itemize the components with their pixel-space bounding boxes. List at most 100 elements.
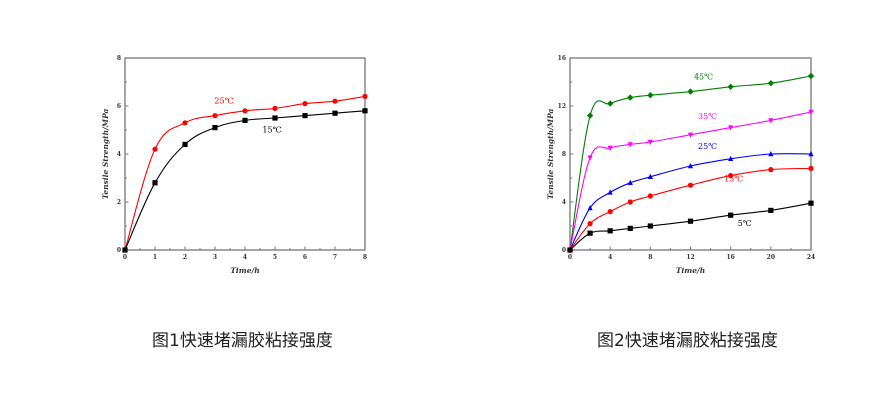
data-point-marker — [332, 110, 338, 116]
data-point-marker — [808, 165, 814, 171]
data-point-marker — [567, 247, 573, 253]
data-point-marker — [332, 98, 338, 104]
y-tick-label: 4 — [117, 151, 121, 158]
data-point-marker — [647, 173, 653, 179]
y-tick-label: 4 — [562, 199, 566, 206]
x-tick-label: 7 — [333, 254, 337, 261]
data-point-marker — [152, 146, 158, 152]
data-point-marker — [152, 180, 158, 186]
series-25c: 25℃ — [122, 93, 368, 253]
data-point-marker — [627, 225, 633, 231]
x-tick-label: 4 — [243, 254, 247, 261]
data-point-marker — [242, 117, 248, 123]
series-label: 15℃ — [262, 125, 281, 134]
series-fit-line — [569, 167, 812, 251]
data-point-marker — [587, 205, 593, 211]
data-point-marker — [587, 230, 593, 236]
data-point-marker — [627, 179, 633, 185]
data-point-marker — [728, 173, 734, 179]
y-tick-label: 8 — [117, 55, 121, 62]
data-point-marker — [606, 100, 614, 107]
x-tick-label: 6 — [303, 254, 307, 261]
data-point-marker — [727, 83, 734, 90]
data-point-marker — [362, 108, 368, 114]
data-point-marker — [768, 151, 774, 157]
x-tick-label: 16 — [726, 254, 734, 261]
y-tick-label: 8 — [562, 151, 566, 158]
data-point-marker — [808, 200, 814, 206]
data-point-marker — [808, 109, 814, 115]
data-point-marker — [182, 120, 188, 126]
figure-2-caption: 图2快速堵漏胶粘接强度 — [597, 331, 778, 351]
series-label: 25℃ — [698, 142, 717, 151]
data-point-marker — [302, 113, 308, 119]
data-point-marker — [242, 108, 248, 114]
data-point-marker — [728, 212, 734, 218]
data-point-marker — [586, 112, 594, 119]
data-point-marker — [212, 113, 218, 119]
series-15c: 15℃ — [122, 108, 368, 253]
data-point-marker — [728, 125, 734, 131]
data-point-marker — [768, 118, 774, 124]
data-point-marker — [808, 151, 814, 157]
data-point-marker — [627, 94, 634, 101]
data-point-marker — [362, 93, 368, 99]
series-45c: 45℃ — [566, 72, 815, 254]
y-tick-label: 16 — [558, 55, 566, 62]
y-tick-label: 12 — [558, 103, 566, 110]
x-axis: 0 4 8 12 16 20 24 Time/h — [568, 246, 815, 275]
x-tick-label: 0 — [123, 254, 127, 261]
data-point-marker — [767, 80, 775, 87]
data-point-marker — [687, 163, 694, 169]
data-point-marker — [607, 189, 613, 195]
series-label: 45℃ — [694, 73, 713, 82]
data-point-marker — [768, 167, 774, 173]
y-tick-label: 0 — [562, 247, 566, 254]
chart-2-tensile-strength-vs-time: 0 4 8 12 16 20 24 Time/h 0 4 8 12 16 Tensile Strength… — [546, 55, 815, 275]
data-point-marker — [122, 247, 128, 253]
x-tick-label: 8 — [363, 254, 367, 261]
y-tick-label: 2 — [117, 199, 121, 206]
series-label: 5℃ — [738, 219, 752, 228]
x-tick-label: 4 — [608, 254, 612, 261]
x-tick-label: 1 — [153, 254, 157, 261]
x-tick-label: 0 — [568, 254, 572, 261]
series-label: 15℃ — [724, 175, 743, 184]
data-point-marker — [607, 209, 613, 215]
data-point-marker — [182, 141, 188, 147]
x-tick-label: 24 — [807, 254, 815, 261]
x-tick-label: 5 — [273, 254, 277, 261]
data-point-marker — [768, 207, 774, 213]
series-25c: 25℃ — [567, 142, 814, 253]
data-point-marker — [687, 182, 694, 188]
data-point-marker — [647, 193, 653, 199]
data-point-marker — [647, 92, 654, 99]
chart-1-tensile-strength-vs-time: 0 1 2 3 4 5 6 7 8 Time/h 0 2 4 6 8 Tensile Strength/MPa… — [101, 55, 368, 275]
data-point-marker — [728, 155, 734, 161]
series-label: 25℃ — [214, 97, 233, 106]
x-tick-label: 12 — [686, 254, 694, 261]
figure-2: 0 4 8 12 16 20 24 Time/h 0 4 8 12 16 Tensile Strength… — [445, 0, 890, 400]
figure-1-caption: 图1快速堵漏胶粘接强度 — [152, 331, 333, 351]
data-point-marker — [807, 72, 815, 80]
x-axis-label: Time/h — [230, 266, 259, 275]
data-point-marker — [272, 115, 278, 121]
data-point-marker — [587, 155, 593, 161]
x-axis-label: Time/h — [676, 266, 705, 275]
series-5c: 5℃ — [567, 200, 814, 253]
data-point-marker — [587, 221, 593, 227]
data-point-marker — [302, 101, 308, 107]
y-axis-label: Tensile Strength/MPa — [546, 108, 555, 199]
series-fit-line — [124, 110, 366, 251]
data-point-marker — [687, 88, 694, 95]
data-point-marker — [627, 142, 633, 148]
series-35c: 35℃ — [567, 109, 814, 253]
data-point-marker — [687, 132, 694, 138]
x-tick-label: 3 — [213, 254, 217, 261]
figure-1: 0 1 2 3 4 5 6 7 8 Time/h 0 2 4 6 8 Tensile Strength/MPa… — [101, 55, 368, 351]
data-point-marker — [627, 199, 633, 205]
x-tick-label: 2 — [183, 254, 187, 261]
y-tick-label: 0 — [117, 247, 121, 254]
x-tick-label: 8 — [648, 254, 652, 261]
x-axis: 0 1 2 3 4 5 6 7 8 Time/h — [123, 246, 367, 275]
